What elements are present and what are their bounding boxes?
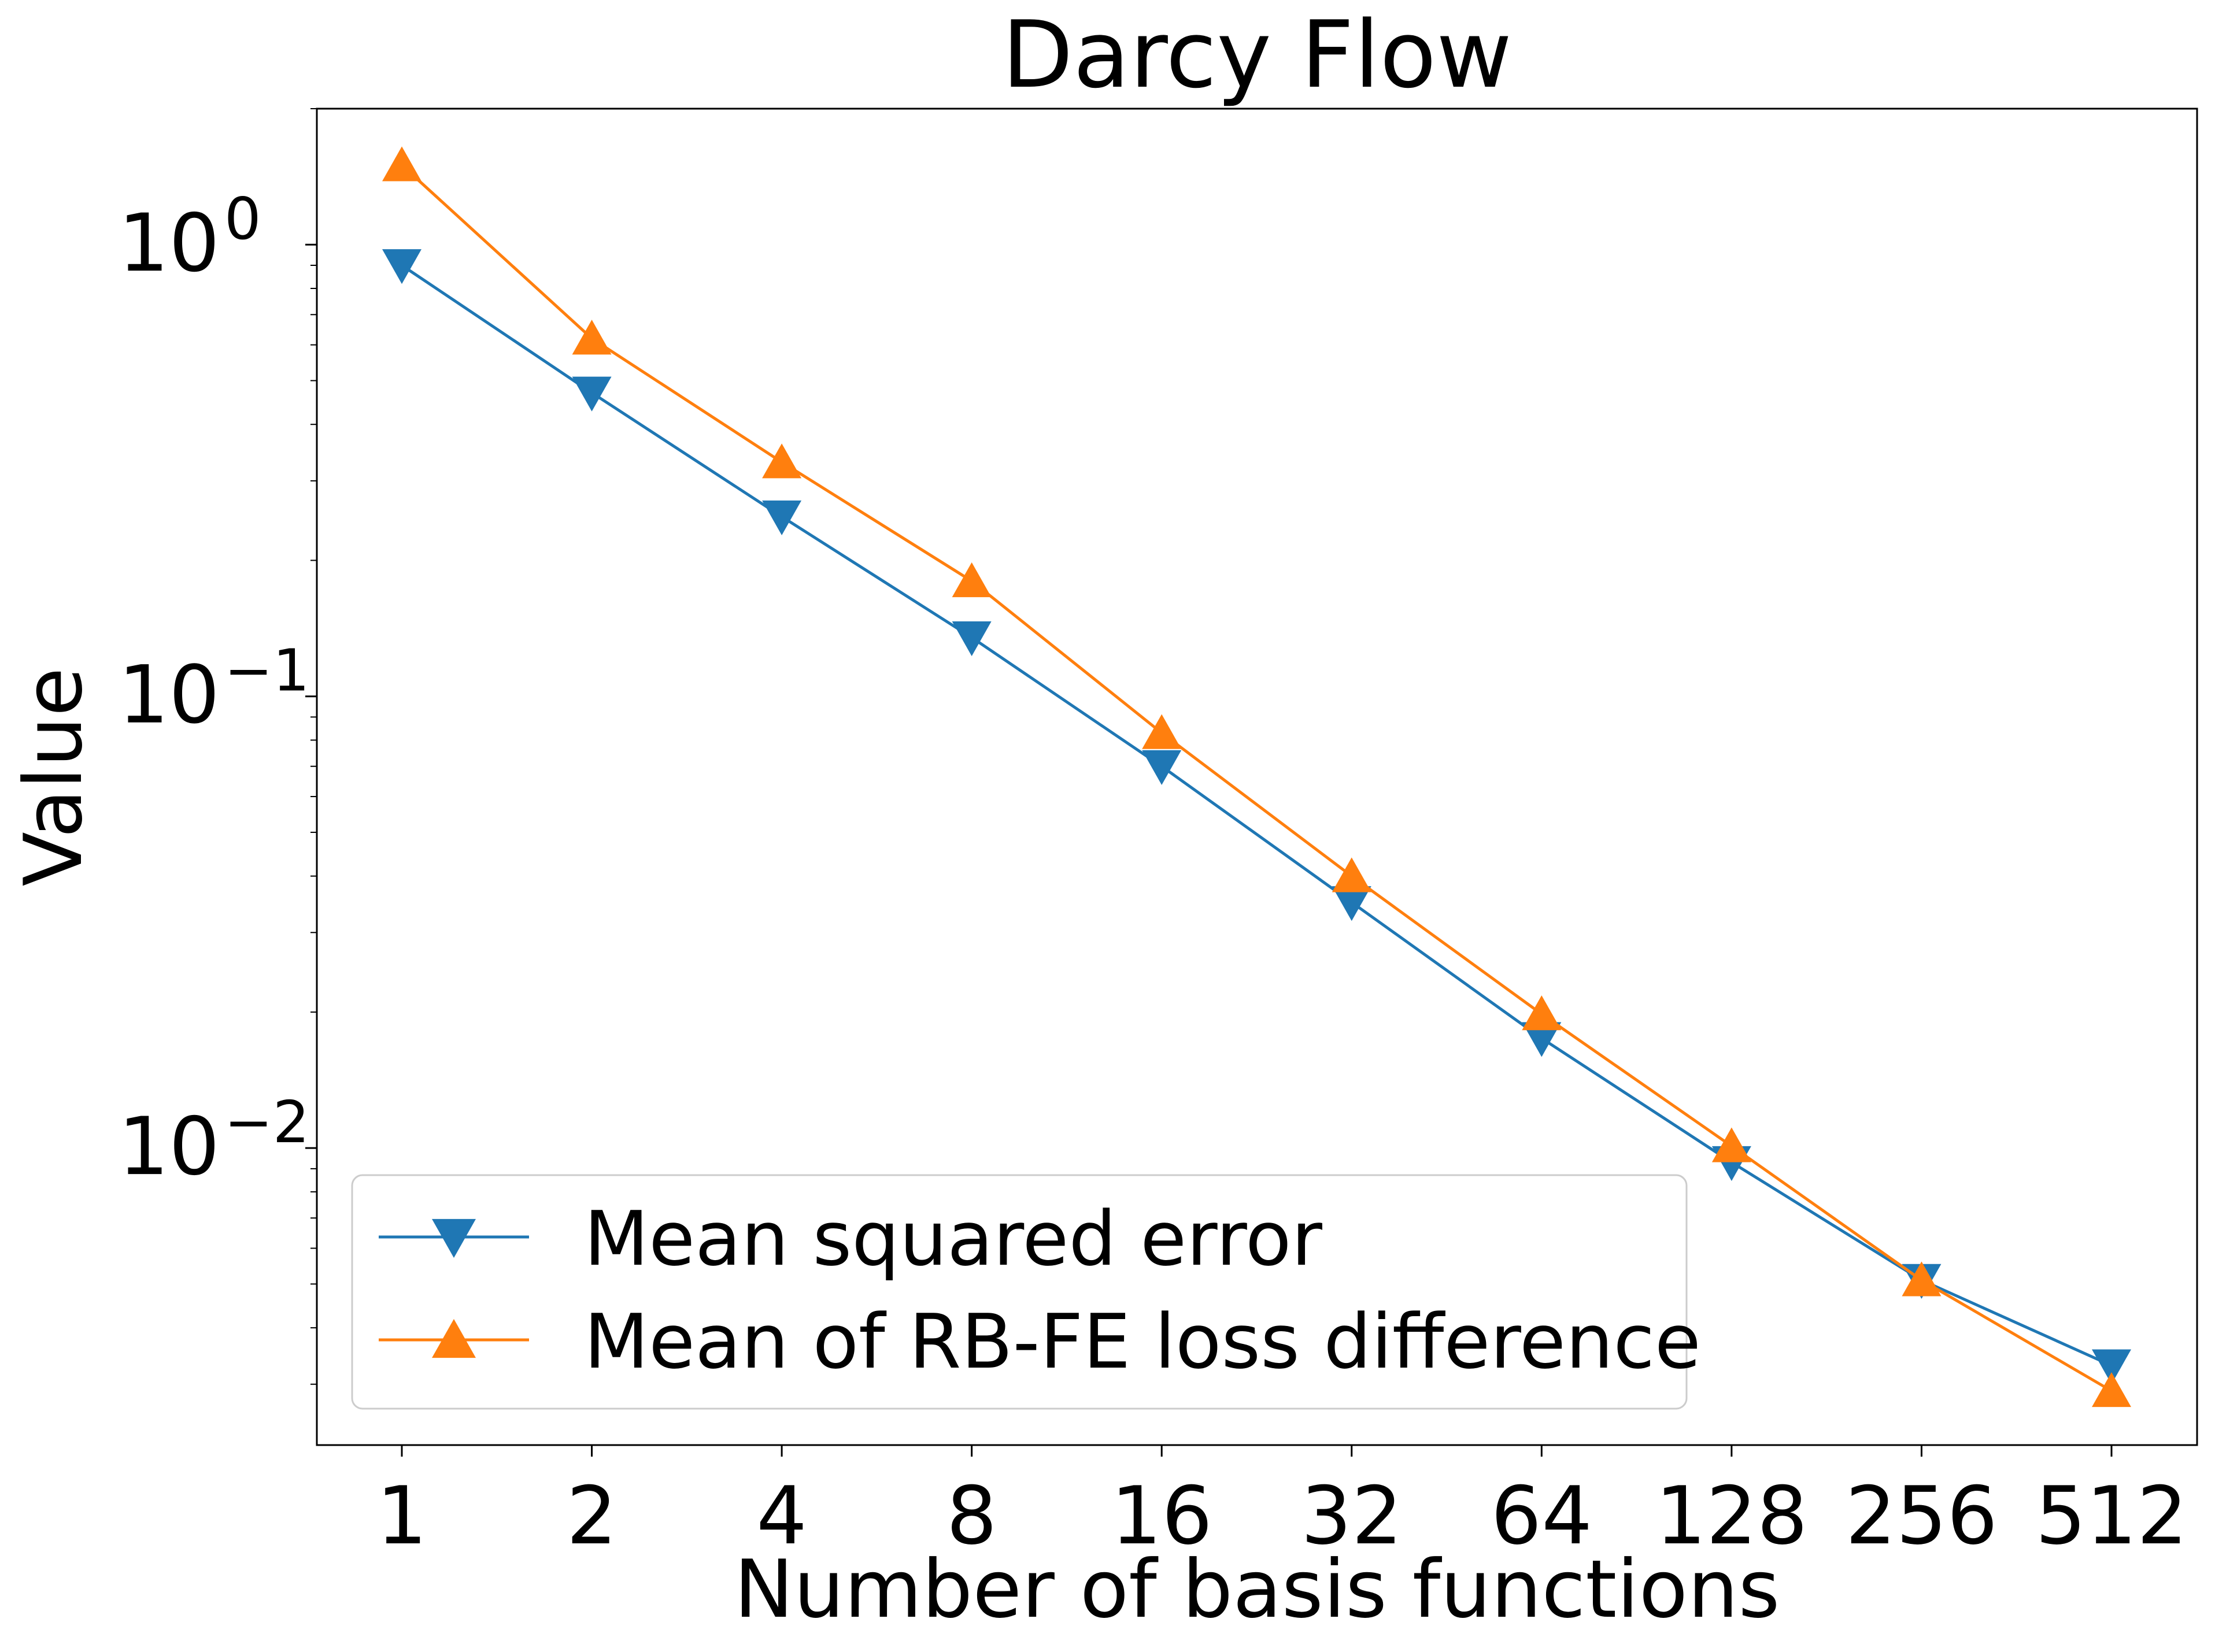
x-tick-label: 8	[946, 1469, 997, 1562]
y-tick-label: 10	[118, 649, 220, 742]
y-tick-exponent: 0	[224, 185, 261, 253]
x-tick-label: 16	[1111, 1469, 1212, 1562]
data-point-series-2	[1711, 1127, 1751, 1162]
x-axis-ticks: 1 2 4 8 16 32 64 128 256 512	[376, 1445, 2188, 1562]
series-layer	[382, 146, 2131, 1407]
data-point-series-1	[1522, 1022, 1562, 1057]
legend-label-2: Mean of RB-FE loss difference	[584, 1298, 1701, 1386]
data-point-series-2	[382, 146, 421, 182]
data-point-series-1	[572, 376, 612, 412]
plot-frame	[316, 108, 2198, 1446]
data-point-series-1	[1142, 750, 1182, 786]
data-point-series-1	[382, 249, 421, 284]
data-point-series-1	[2092, 1349, 2131, 1384]
data-point-series-1	[952, 621, 992, 657]
legend-box	[351, 1174, 1688, 1410]
x-tick-label: 128	[1655, 1469, 1807, 1562]
data-point-series-2	[1142, 714, 1182, 749]
data-point-series-2	[1902, 1261, 1942, 1297]
x-tick-label: 1	[376, 1469, 427, 1562]
x-tick-label: 64	[1491, 1469, 1593, 1562]
y-tick-label: 10	[118, 197, 220, 290]
x-tick-label: 256	[1846, 1469, 1998, 1562]
x-tick-label: 512	[2035, 1469, 2187, 1562]
x-axis-label: Number of basis functions	[734, 1543, 1780, 1636]
legend-marker-2	[432, 1318, 476, 1358]
y-tick-exponent: −1	[224, 637, 309, 705]
data-point-series-2	[572, 320, 612, 355]
legend-marker-1	[432, 1218, 476, 1258]
data-point-series-2	[762, 443, 802, 479]
data-point-series-1	[1332, 886, 1371, 921]
x-tick-label: 4	[756, 1469, 807, 1562]
y-tick-label: 10	[118, 1100, 220, 1193]
data-point-series-1	[762, 500, 802, 536]
series-line-1	[401, 264, 2113, 1367]
data-point-series-2	[2092, 1372, 2131, 1407]
data-point-series-2	[1522, 995, 1562, 1031]
data-point-series-2	[1332, 857, 1371, 892]
y-axis-label: Value	[7, 668, 100, 887]
x-tick-label: 32	[1301, 1469, 1403, 1562]
chart-title: Darcy Flow	[1002, 1, 1512, 109]
legend-label-1: Mean squared error	[584, 1195, 1323, 1283]
x-tick-label: 2	[567, 1469, 617, 1562]
data-point-series-2	[952, 562, 992, 598]
y-tick-exponent: −2	[224, 1088, 309, 1156]
series-line-2	[401, 164, 2113, 1392]
legend: Mean squared error Mean of RB-FE loss dif…	[351, 1174, 1701, 1410]
